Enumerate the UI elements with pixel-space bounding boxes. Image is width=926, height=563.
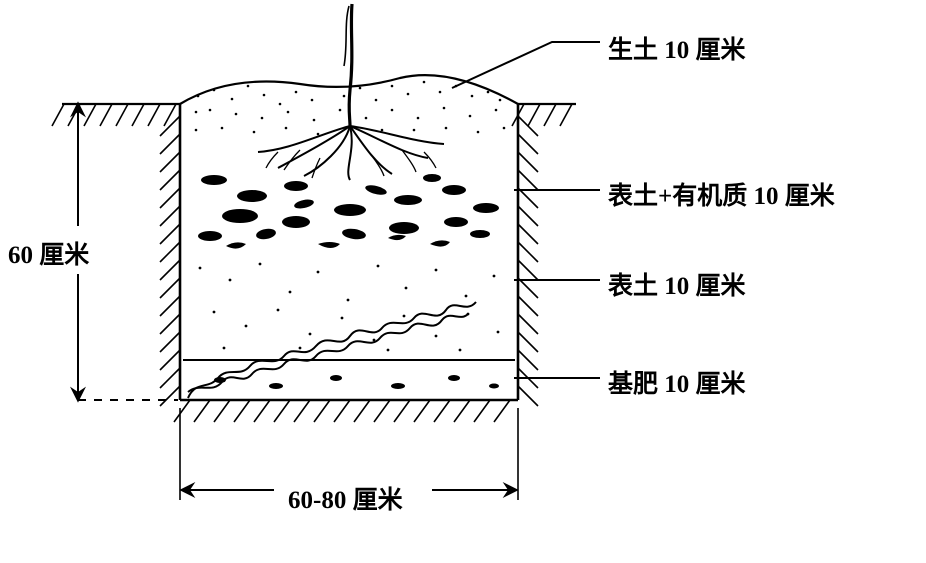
- pit-outline: [180, 104, 518, 400]
- layer-organic: [198, 174, 499, 249]
- label-depth: 60 厘米: [8, 235, 89, 271]
- hatching: [52, 104, 572, 422]
- label-layer4: 基肥 10 厘米: [608, 364, 746, 400]
- diagram-root: 60 厘米 生土 10 厘米 表土+有机质 10 厘米 表土 10 厘米 基肥 …: [0, 0, 926, 563]
- layer-jifei: [183, 302, 515, 398]
- diagram-svg: [0, 0, 926, 563]
- label-layer2: 表土+有机质 10 厘米: [608, 176, 835, 212]
- label-layer3: 表土 10 厘米: [608, 266, 746, 302]
- dim-depth: [78, 104, 178, 400]
- label-width: 60-80 厘米: [288, 480, 403, 516]
- label-layer1: 生土 10 厘米: [608, 30, 746, 66]
- sapling: [258, 4, 444, 180]
